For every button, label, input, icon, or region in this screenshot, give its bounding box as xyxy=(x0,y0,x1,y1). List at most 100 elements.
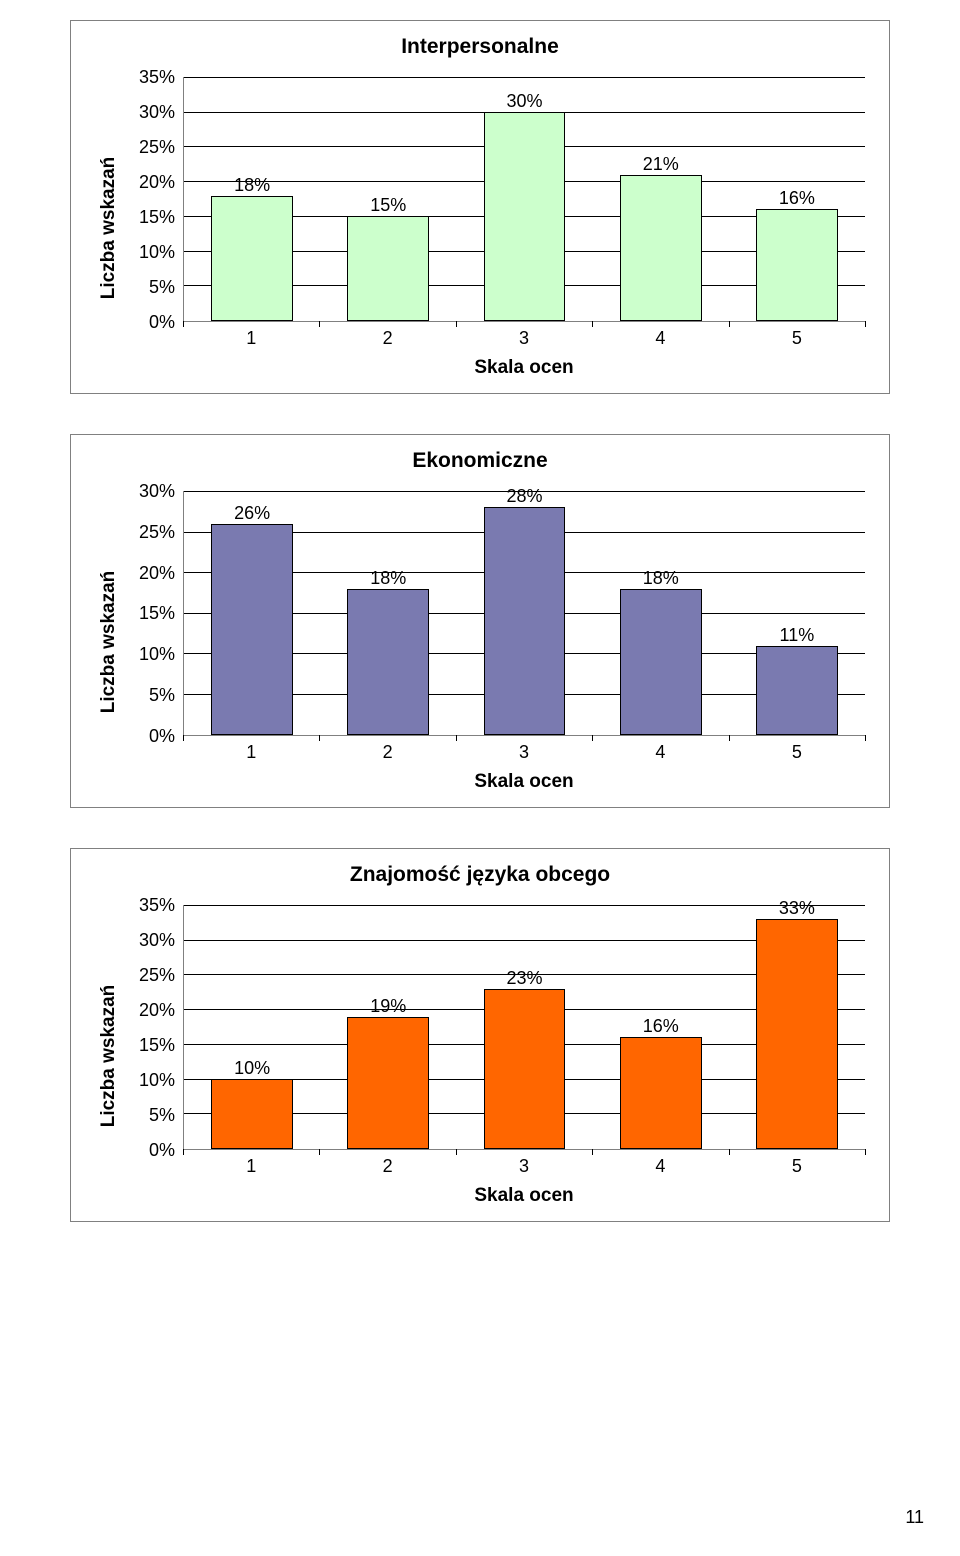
x-axis-label: Skala ocen xyxy=(183,1185,865,1207)
bar-value-label: 15% xyxy=(370,195,406,216)
bar-value-label: 28% xyxy=(506,486,542,507)
bar-slot: 18% xyxy=(184,77,320,321)
y-tick-label: 15% xyxy=(139,1035,175,1055)
y-tick-label: 0% xyxy=(149,726,175,746)
y-ticks: 35%30%25%20%15%10%5%0% xyxy=(123,905,183,1150)
y-tick-label: 20% xyxy=(139,563,175,583)
chart-panel-znajomosc: Znajomość języka obcegoLiczba wskazań35%… xyxy=(70,848,890,1222)
x-tick-mark xyxy=(319,321,320,327)
bar-value-label: 30% xyxy=(506,91,542,112)
y-axis-label-wrap: Liczba wskazań xyxy=(95,491,123,793)
x-tick-label: 5 xyxy=(729,736,865,763)
y-tick-label: 20% xyxy=(139,172,175,192)
y-tick-label: 5% xyxy=(149,1105,175,1125)
bar-slot: 30% xyxy=(456,77,592,321)
y-tick-label: 35% xyxy=(139,67,175,87)
plot-wrap: 30%25%20%15%10%5%0%26%18%28%18%11%12345S… xyxy=(123,491,865,793)
y-ticks: 35%30%25%20%15%10%5%0% xyxy=(123,77,183,322)
y-tick-label: 10% xyxy=(139,242,175,262)
y-tick-label: 30% xyxy=(139,102,175,122)
y-axis-label: Liczba wskazań xyxy=(98,157,120,300)
page: InterpersonalneLiczba wskazań35%30%25%20… xyxy=(0,0,960,1556)
y-tick-label: 0% xyxy=(149,312,175,332)
bar-slot: 23% xyxy=(456,905,592,1149)
x-tick-mark xyxy=(865,1149,866,1155)
y-tick-label: 5% xyxy=(149,277,175,297)
x-tick-label: 3 xyxy=(456,322,592,349)
x-tick-label: 3 xyxy=(456,1150,592,1177)
plot-area: 10% 19% 23% 16% 33% xyxy=(183,905,865,1150)
bar-slot: 28% xyxy=(456,491,592,735)
y-ticks: 30%25%20%15%10%5%0% xyxy=(123,491,183,736)
y-axis-label-wrap: Liczba wskazań xyxy=(95,77,123,379)
bar-value-label: 21% xyxy=(643,154,679,175)
bar-slot: 18% xyxy=(593,491,729,735)
bar: 16% xyxy=(620,1037,702,1149)
bar-value-label: 19% xyxy=(370,996,406,1017)
bar-value-label: 16% xyxy=(779,188,815,209)
y-tick-label: 10% xyxy=(139,644,175,664)
x-tick-label: 4 xyxy=(592,736,728,763)
y-axis-label: Liczba wskazań xyxy=(98,985,120,1128)
bar-slot: 16% xyxy=(729,77,865,321)
chart-title: Ekonomiczne xyxy=(95,449,865,473)
bar-slot: 33% xyxy=(729,905,865,1149)
chart-body: Liczba wskazań35%30%25%20%15%10%5%0%10%1… xyxy=(95,905,865,1207)
plot-row: 35%30%25%20%15%10%5%0%10%19%23%16%33% xyxy=(123,905,865,1150)
bar-slot: 18% xyxy=(320,491,456,735)
x-tick-mark xyxy=(865,321,866,327)
plot-wrap: 35%30%25%20%15%10%5%0%10%19%23%16%33%123… xyxy=(123,905,865,1207)
x-tick-mark xyxy=(456,1149,457,1155)
x-tick-label: 5 xyxy=(729,1150,865,1177)
x-axis-label: Skala ocen xyxy=(183,771,865,793)
x-tick-mark xyxy=(183,1149,184,1155)
bar-value-label: 10% xyxy=(234,1058,270,1079)
y-tick-label: 30% xyxy=(139,481,175,501)
plot-area: 26%18%28%18%11% xyxy=(183,491,865,736)
x-tick-mark xyxy=(592,735,593,741)
x-tick-label: 5 xyxy=(729,322,865,349)
y-tick-label: 15% xyxy=(139,603,175,623)
y-tick-label: 0% xyxy=(149,1140,175,1160)
x-tick-mark xyxy=(183,321,184,327)
x-ticks: 12345 xyxy=(183,322,865,349)
bar: 15% xyxy=(347,216,429,321)
chart-title: Interpersonalne xyxy=(95,35,865,59)
x-tick-label: 4 xyxy=(592,322,728,349)
y-tick-label: 25% xyxy=(139,965,175,985)
chart-body: Liczba wskazań30%25%20%15%10%5%0%26%18%2… xyxy=(95,491,865,793)
charts-container: InterpersonalneLiczba wskazań35%30%25%20… xyxy=(70,20,890,1222)
bar: 16% xyxy=(756,209,838,321)
bar-slot: 26% xyxy=(184,491,320,735)
x-tick-label: 3 xyxy=(456,736,592,763)
bar-slot: 15% xyxy=(320,77,456,321)
bar-slot: 10% xyxy=(184,905,320,1149)
bar: 28% xyxy=(484,507,566,735)
x-tick-mark xyxy=(729,735,730,741)
bar: 19% xyxy=(347,1017,429,1149)
bars: 10% 19% 23% 16% 33% xyxy=(184,905,865,1149)
y-tick-label: 10% xyxy=(139,1070,175,1090)
y-tick-label: 20% xyxy=(139,1000,175,1020)
bar-slot: 21% xyxy=(593,77,729,321)
x-tick-mark xyxy=(319,1149,320,1155)
plot-wrap: 35%30%25%20%15%10%5%0%18%15%30%21%16%123… xyxy=(123,77,865,379)
x-tick-mark xyxy=(865,735,866,741)
chart-panel-interpersonalne: InterpersonalneLiczba wskazań35%30%25%20… xyxy=(70,20,890,394)
plot-row: 30%25%20%15%10%5%0%26%18%28%18%11% xyxy=(123,491,865,736)
y-tick-label: 25% xyxy=(139,522,175,542)
bar-slot: 16% xyxy=(593,905,729,1149)
x-ticks-row: 12345 xyxy=(123,322,865,349)
page-number: 11 xyxy=(905,1507,924,1528)
y-tick-label: 15% xyxy=(139,207,175,227)
bar-value-label: 33% xyxy=(779,898,815,919)
plot-area: 18% 15% 30% 21% 16% xyxy=(183,77,865,322)
chart-body: Liczba wskazań35%30%25%20%15%10%5%0%18%1… xyxy=(95,77,865,379)
bar-slot: 11% xyxy=(729,491,865,735)
x-tick-label: 1 xyxy=(183,322,319,349)
bars: 26%18%28%18%11% xyxy=(184,491,865,735)
x-tick-label: 4 xyxy=(592,1150,728,1177)
bar: 21% xyxy=(620,175,702,321)
bar-value-label: 26% xyxy=(234,503,270,524)
x-tick-label: 2 xyxy=(319,1150,455,1177)
